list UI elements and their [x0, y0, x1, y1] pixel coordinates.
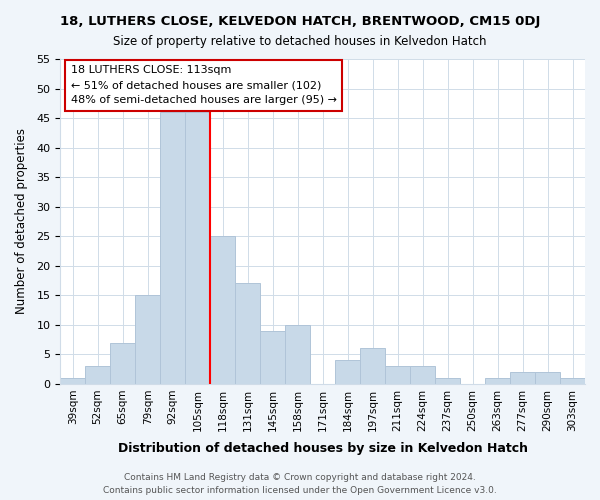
Text: 18, LUTHERS CLOSE, KELVEDON HATCH, BRENTWOOD, CM15 0DJ: 18, LUTHERS CLOSE, KELVEDON HATCH, BRENT…	[60, 15, 540, 28]
Bar	[260, 330, 285, 384]
Bar	[360, 348, 385, 384]
X-axis label: Distribution of detached houses by size in Kelvedon Hatch: Distribution of detached houses by size …	[118, 442, 527, 455]
Bar	[335, 360, 360, 384]
Bar	[135, 296, 160, 384]
Bar	[535, 372, 560, 384]
Text: Contains HM Land Registry data © Crown copyright and database right 2024.
Contai: Contains HM Land Registry data © Crown c…	[103, 474, 497, 495]
Bar	[410, 366, 435, 384]
Bar	[110, 342, 135, 384]
Bar	[385, 366, 410, 384]
Bar	[160, 112, 185, 384]
Bar	[235, 284, 260, 384]
Text: 18 LUTHERS CLOSE: 113sqm
← 51% of detached houses are smaller (102)
48% of semi-: 18 LUTHERS CLOSE: 113sqm ← 51% of detach…	[71, 66, 337, 105]
Y-axis label: Number of detached properties: Number of detached properties	[15, 128, 28, 314]
Bar	[510, 372, 535, 384]
Bar	[560, 378, 585, 384]
Bar	[60, 378, 85, 384]
Bar	[185, 112, 210, 384]
Bar	[285, 325, 310, 384]
Bar	[85, 366, 110, 384]
Bar	[210, 236, 235, 384]
Text: Size of property relative to detached houses in Kelvedon Hatch: Size of property relative to detached ho…	[113, 35, 487, 48]
Bar	[435, 378, 460, 384]
Bar	[485, 378, 510, 384]
